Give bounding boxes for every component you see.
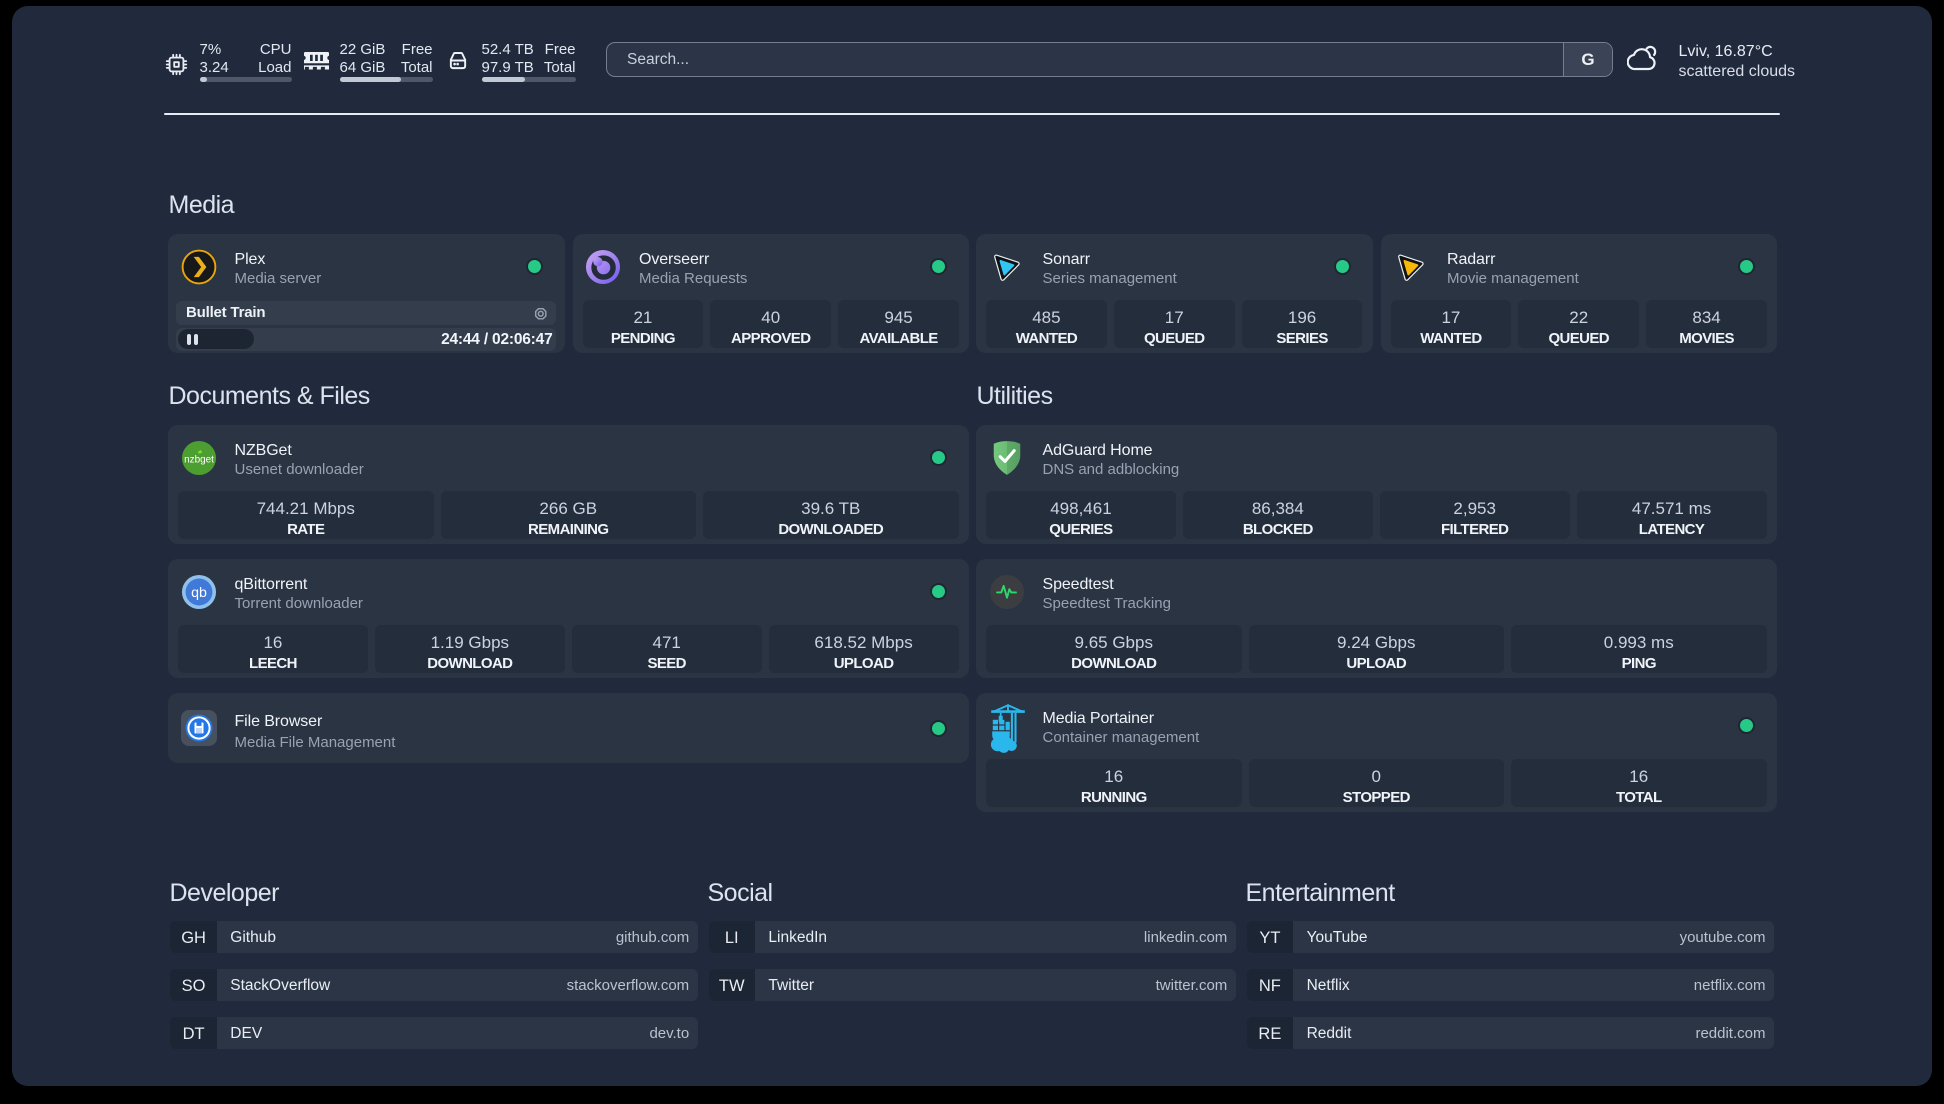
svg-text:nzbget: nzbget (184, 454, 214, 465)
svg-text:qb: qb (191, 585, 207, 601)
